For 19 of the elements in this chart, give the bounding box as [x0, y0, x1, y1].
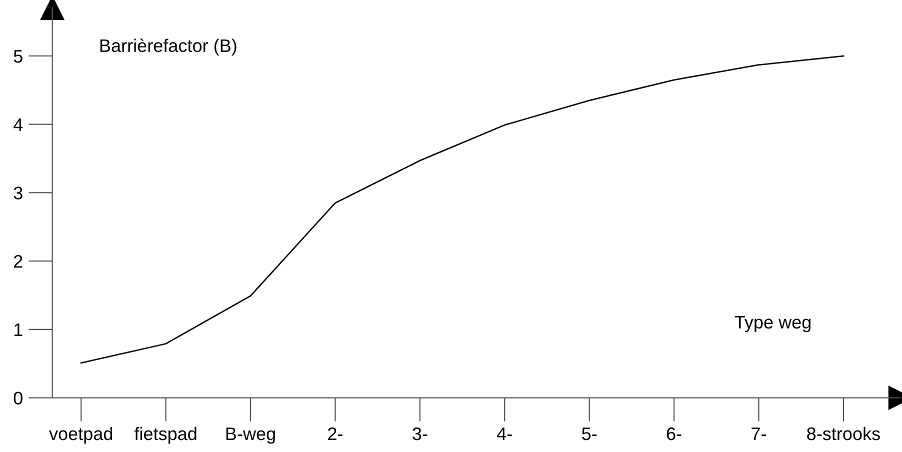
x-tick-label: 4-	[497, 428, 512, 440]
x-tick-label: 8-strooks	[807, 426, 880, 440]
x-tick-label: 7-	[752, 428, 766, 440]
x-axis-title: Type weg	[734, 316, 810, 332]
y-tick-label: 5	[14, 50, 22, 63]
y-axis-title: Barrièrefactor (B)	[100, 38, 236, 56]
x-tick-label: 6-	[666, 427, 682, 440]
x-tick-label: 3-	[412, 427, 428, 440]
y-tick-label: 0	[14, 392, 22, 404]
x-tick-label: 2-	[328, 427, 342, 440]
x-tick-label: voetpad	[49, 426, 112, 444]
y-tick-label: 4	[14, 118, 23, 131]
x-tick-label: 5-	[582, 428, 597, 440]
y-tick-label: 3	[14, 186, 22, 200]
y-tick-label: 2	[14, 254, 22, 268]
y-tick-label: 1	[14, 324, 22, 336]
x-tick-label: B-weg	[226, 428, 275, 444]
x-tick-label: fietspad	[134, 426, 196, 444]
line-series	[80, 55, 844, 364]
